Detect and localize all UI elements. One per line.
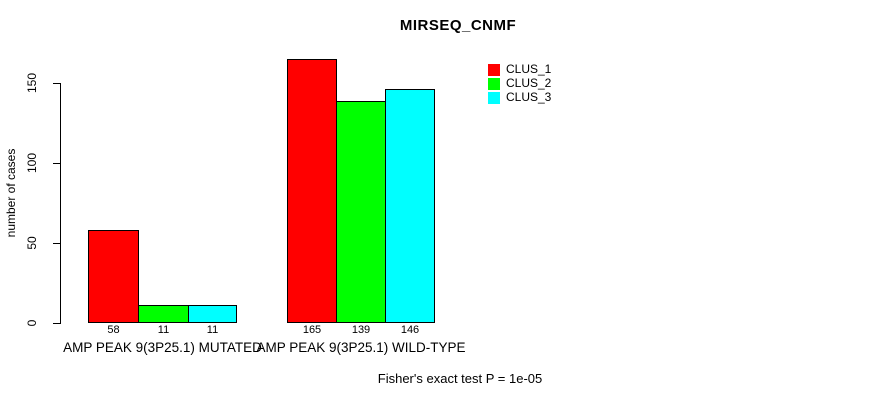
y-tick-mark (53, 243, 60, 244)
bar-value-label: 11 (206, 324, 219, 336)
legend-row: CLUS_1 (488, 63, 551, 76)
bar-value-label: 165 (302, 324, 322, 336)
bar-clus_3-group2 (385, 89, 435, 323)
legend-row: CLUS_2 (488, 77, 551, 90)
y-tick-label: 0 (25, 319, 39, 327)
y-tick-label: 100 (25, 152, 39, 174)
bar-clus_3-group1 (188, 305, 237, 323)
bar-clus_1-group2 (287, 59, 337, 323)
annotation-text: Fisher's exact test P = 1e-05 (377, 371, 543, 386)
y-tick-mark (53, 83, 60, 84)
legend-label: CLUS_3 (506, 90, 552, 104)
y-tick-label: 50 (25, 236, 39, 250)
legend-label: CLUS_1 (506, 62, 552, 76)
bar-clus_1-group1 (88, 230, 139, 323)
bar-value-label: 146 (400, 324, 420, 336)
legend-swatch-clus_1 (488, 63, 500, 76)
bar-value-label: 58 (107, 324, 120, 336)
chart-title: MIRSEQ_CNMF (399, 17, 517, 34)
y-axis-label: number of cases (4, 148, 18, 238)
legend-row: CLUS_3 (488, 91, 551, 104)
y-tick-label: 150 (25, 72, 39, 94)
category-label: AMP PEAK 9(3P25.1) WILD-TYPE (256, 340, 466, 355)
legend-swatch-clus_2 (488, 77, 500, 90)
legend: CLUS_1 CLUS_2 CLUS_3 (488, 63, 551, 105)
bar-value-label: 139 (351, 324, 371, 336)
legend-swatch-clus_3 (488, 91, 500, 104)
y-axis-line (60, 83, 61, 324)
bar-clus_2-group2 (336, 101, 386, 323)
bar-value-label: 11 (157, 324, 170, 336)
y-tick-mark (53, 163, 60, 164)
legend-label: CLUS_2 (506, 76, 552, 90)
category-label: AMP PEAK 9(3P25.1) MUTATED (63, 340, 262, 355)
bar-clus_2-group1 (138, 305, 189, 323)
y-tick-mark (53, 323, 60, 324)
